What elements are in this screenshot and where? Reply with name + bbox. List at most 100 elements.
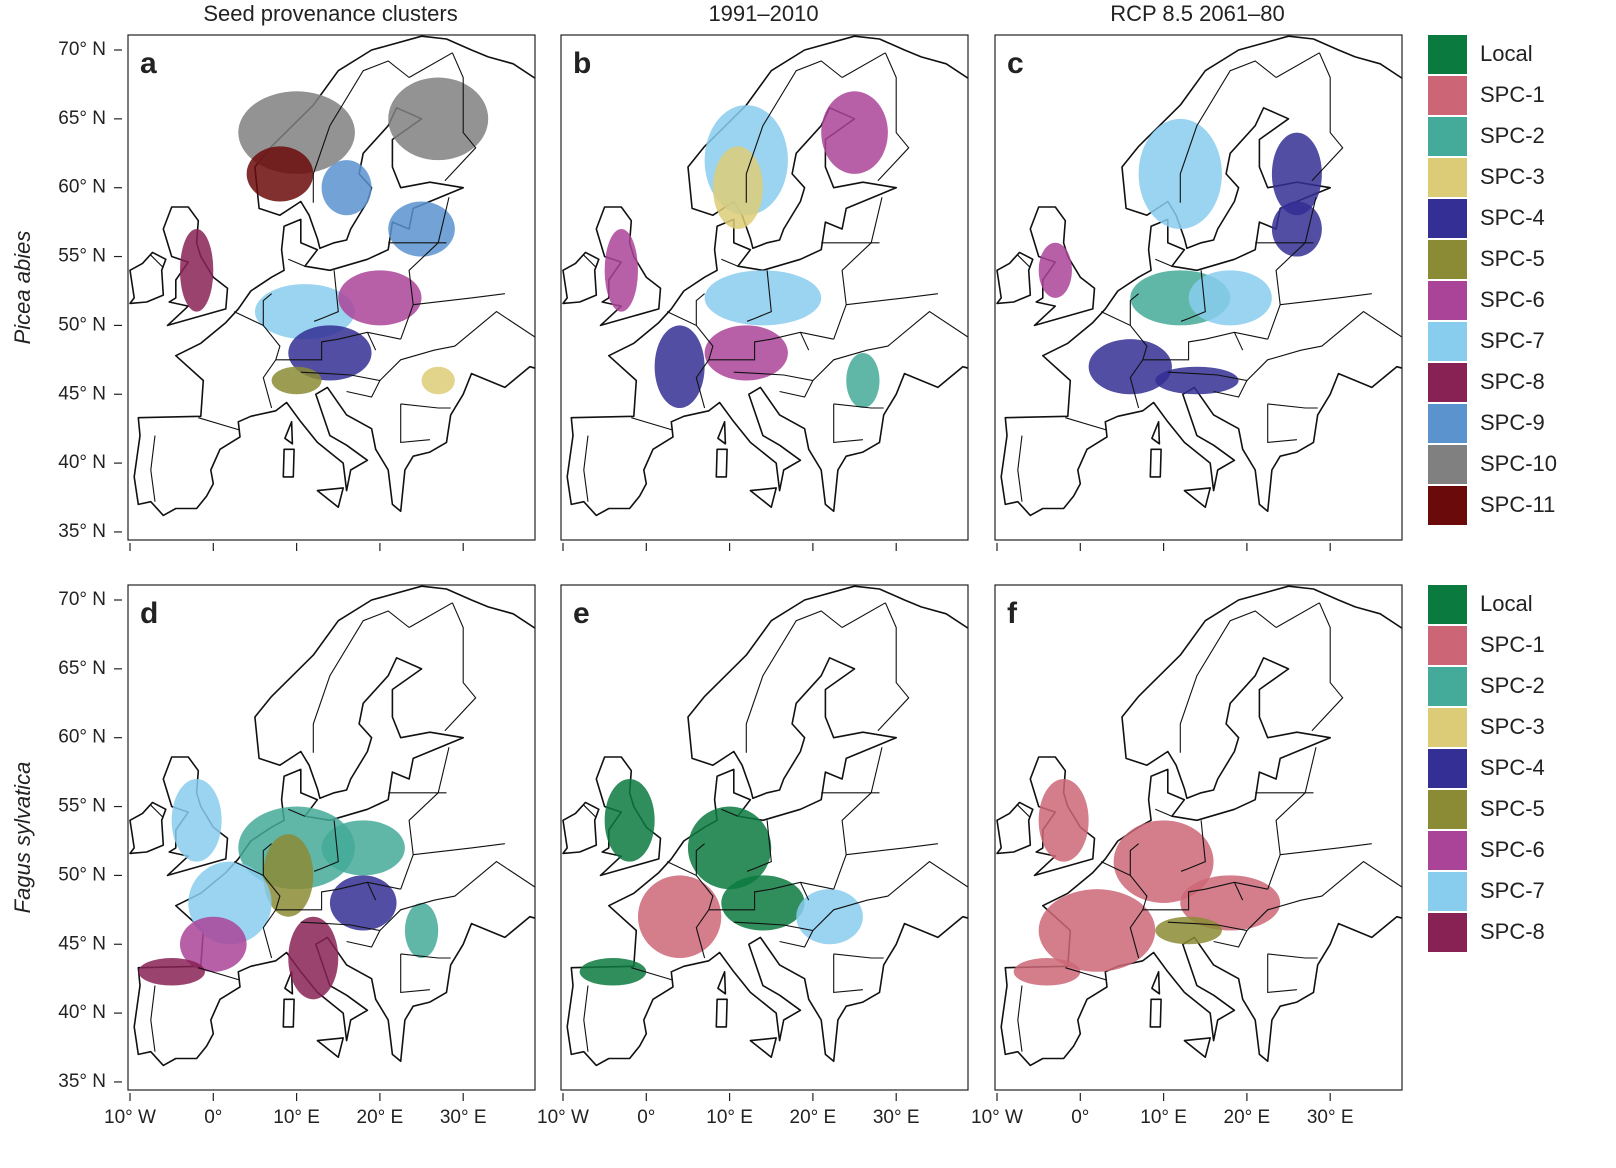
column-title: Seed provenance clusters: [203, 1, 457, 26]
border: [1100, 861, 1148, 959]
lat-tick-label: 65° N: [58, 658, 106, 679]
legend-label: SPC-5: [1480, 246, 1545, 271]
border: [313, 270, 339, 322]
row-label: Picea abies: [10, 231, 35, 345]
column-title: 1991–2010: [708, 1, 818, 26]
border: [1267, 953, 1318, 959]
provenance-region: [388, 77, 489, 161]
border: [1100, 311, 1148, 409]
coastline: [562, 801, 600, 855]
lat-tick-label: 40° N: [58, 1002, 106, 1023]
provenance-region: [1088, 339, 1172, 395]
border: [841, 602, 886, 628]
legend-swatch: [1428, 117, 1467, 156]
border: [1213, 380, 1248, 398]
border: [262, 293, 272, 326]
border: [583, 804, 597, 818]
border: [746, 820, 772, 872]
border: [833, 747, 883, 890]
legend-swatch: [1428, 404, 1467, 443]
lon-tick-label: 10° W: [971, 1107, 1023, 1128]
border: [150, 254, 164, 268]
legend-swatch: [1428, 35, 1467, 74]
coastline: [1149, 998, 1162, 1028]
legend-swatch: [1428, 199, 1467, 238]
lon-tick-label: 10° W: [104, 1107, 156, 1128]
border: [1180, 820, 1206, 872]
legend-label: SPC-8: [1480, 369, 1545, 394]
border: [846, 293, 938, 306]
legend-swatch: [1428, 281, 1467, 320]
lat-tick-label: 60° N: [58, 727, 106, 748]
border: [400, 403, 430, 444]
border: [746, 270, 772, 322]
provenance-region: [421, 366, 455, 395]
border: [1065, 417, 1108, 431]
border: [721, 258, 739, 267]
border: [1180, 270, 1206, 322]
coastline: [282, 998, 295, 1028]
coastline: [715, 998, 728, 1028]
border: [733, 860, 968, 932]
border: [583, 435, 589, 502]
border: [841, 52, 886, 78]
border: [799, 332, 810, 351]
legend-swatch: [1428, 749, 1467, 788]
provenance-region: [171, 779, 222, 862]
lat-tick-label: 55° N: [58, 796, 106, 817]
border: [366, 332, 377, 351]
border: [312, 610, 410, 753]
coastline: [129, 251, 167, 305]
border: [300, 310, 535, 382]
panel-letter: a: [140, 47, 157, 80]
provenance-region: [1113, 820, 1214, 903]
legend-swatch: [1428, 240, 1467, 279]
lon-tick-label: 0°: [204, 1107, 222, 1128]
lat-tick-label: 65° N: [58, 108, 106, 129]
legend-label: SPC-1: [1480, 82, 1545, 107]
provenance-region: [1155, 366, 1239, 395]
lat-tick-label: 50° N: [58, 864, 106, 885]
panel-letter: d: [140, 597, 158, 630]
legend-label: SPC-2: [1480, 673, 1545, 698]
coastline: [316, 487, 344, 508]
legend-label: SPC-5: [1480, 796, 1545, 821]
border: [444, 52, 477, 182]
provenance-region: [796, 889, 863, 945]
border: [779, 380, 814, 398]
provenance-region: [1038, 242, 1072, 298]
coastline: [284, 421, 294, 445]
legend-label: SPC-3: [1480, 714, 1545, 739]
legend-swatch: [1428, 445, 1467, 484]
border: [1017, 435, 1023, 502]
provenance-region: [388, 201, 455, 257]
legend-label: Local: [1480, 591, 1533, 616]
border: [1275, 602, 1320, 628]
lat-tick-label: 50° N: [58, 314, 106, 335]
lat-tick-label: 35° N: [58, 1071, 106, 1092]
lat-tick-label: 35° N: [58, 521, 106, 542]
provenance-region: [712, 146, 763, 230]
lat-tick-label: 40° N: [58, 452, 106, 473]
legend-swatch: [1428, 322, 1467, 361]
lat-tick-label: 70° N: [58, 589, 106, 610]
coastline: [1151, 421, 1161, 445]
border: [833, 403, 863, 444]
legend-label: SPC-4: [1480, 205, 1545, 230]
border: [1017, 804, 1031, 818]
border: [695, 293, 705, 326]
provenance-region: [846, 352, 880, 409]
lon-tick-label: 30° E: [440, 1107, 487, 1128]
coastline: [1151, 971, 1161, 995]
map-panel: [996, 585, 1402, 1067]
legend-label: SPC-4: [1480, 755, 1545, 780]
provenance-region: [321, 160, 372, 216]
border: [1280, 293, 1372, 306]
border: [1280, 843, 1372, 856]
panel-frame: [560, 34, 969, 541]
lon-tick-label: 0°: [637, 1107, 655, 1128]
border: [1267, 403, 1297, 444]
lon-tick-label: 20° E: [357, 1107, 404, 1128]
provenance-region: [579, 958, 647, 986]
